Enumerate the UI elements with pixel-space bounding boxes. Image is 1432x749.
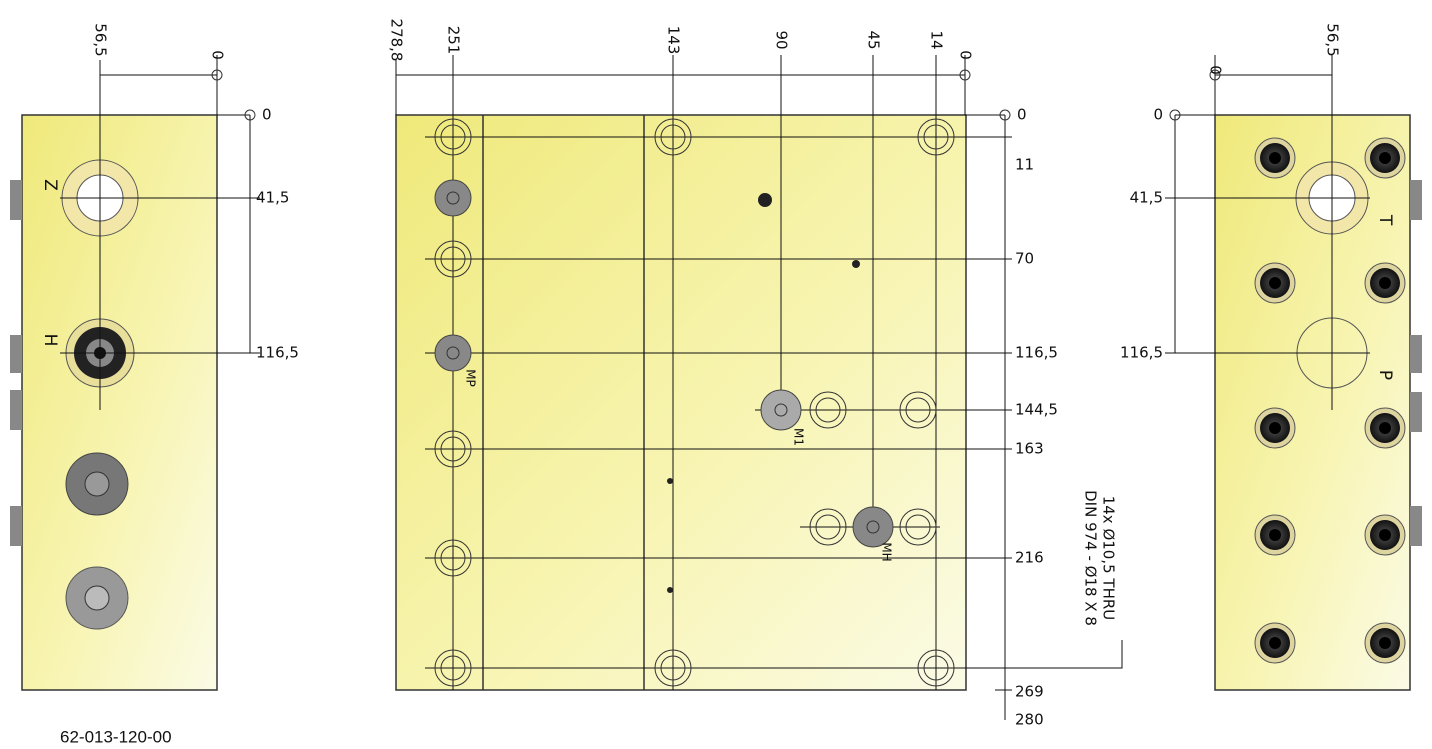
dim: 0: [1017, 106, 1027, 124]
port-label: H: [40, 334, 60, 347]
dim: 0: [262, 106, 272, 124]
hole: [654, 649, 692, 687]
labels: 56,5 0 0 41,5 116,5 Z H 278,8 251 143 90 45 1…: [40, 19, 1395, 747]
bolt: [1269, 277, 1281, 289]
dim: 216: [1015, 549, 1044, 567]
hole: [434, 240, 472, 278]
hole: [440, 436, 466, 462]
hole: [815, 514, 841, 540]
dim: 278,8: [388, 19, 406, 62]
part-number: 62-013-120-00: [60, 727, 172, 746]
dim: 269: [1015, 683, 1044, 701]
dim: 163: [1015, 440, 1044, 458]
dim: 116,5: [1015, 344, 1058, 362]
hole: [905, 514, 931, 540]
dim: 41,5: [256, 189, 289, 207]
dim: 280: [1015, 711, 1044, 729]
dim: 0: [1207, 65, 1225, 75]
dim: 41,5: [1130, 189, 1163, 207]
port-label: MH: [880, 542, 894, 561]
shapes: [10, 55, 1422, 720]
port-label: M1: [792, 428, 806, 446]
hole: [917, 649, 955, 687]
dim: 116,5: [256, 344, 299, 362]
bolt: [1269, 422, 1281, 434]
hole: [434, 649, 472, 687]
hole: [660, 124, 686, 150]
dim: 14: [928, 30, 946, 49]
dim: 143: [665, 26, 683, 55]
hole: [899, 508, 937, 546]
hole: [434, 118, 472, 156]
hole: [440, 655, 466, 681]
dim: 70: [1015, 250, 1034, 268]
port-label: T: [1375, 214, 1395, 226]
dim: 0: [209, 50, 227, 60]
bolt: [1269, 637, 1281, 649]
bolt: [1379, 277, 1391, 289]
hole: [923, 124, 949, 150]
bolt: [1269, 152, 1281, 164]
hole: [923, 655, 949, 681]
hole: [440, 124, 466, 150]
hole: [440, 545, 466, 571]
dim: 56,5: [1324, 23, 1342, 56]
port-label: MP: [464, 369, 478, 387]
hole: [809, 391, 847, 429]
bolt: [1379, 529, 1391, 541]
dim: 116,5: [1120, 344, 1163, 362]
dim: 0: [957, 50, 975, 60]
bolt: [1379, 152, 1391, 164]
hole: [660, 655, 686, 681]
hole: [654, 118, 692, 156]
hole: [434, 430, 472, 468]
port-label: P: [1375, 370, 1395, 380]
dim: 90: [773, 30, 791, 49]
port-label: Z: [40, 179, 60, 191]
dim: 45: [865, 30, 883, 49]
hole: [434, 539, 472, 577]
hole: [809, 508, 847, 546]
hole: [440, 246, 466, 272]
hole: [917, 118, 955, 156]
dim: 0: [1153, 106, 1163, 124]
hole: [899, 391, 937, 429]
dim: 56,5: [92, 23, 110, 56]
bolt: [1379, 637, 1391, 649]
dim: 251: [445, 26, 463, 55]
note: 14x Ø10,5 THRU: [1100, 496, 1118, 621]
dim: 144,5: [1015, 401, 1058, 419]
bolt: [1269, 529, 1281, 541]
note: DIN 974 - Ø18 X 8: [1082, 490, 1100, 626]
hole: [815, 397, 841, 423]
hole: [905, 397, 931, 423]
dim: 11: [1015, 156, 1034, 174]
bolt: [1379, 422, 1391, 434]
